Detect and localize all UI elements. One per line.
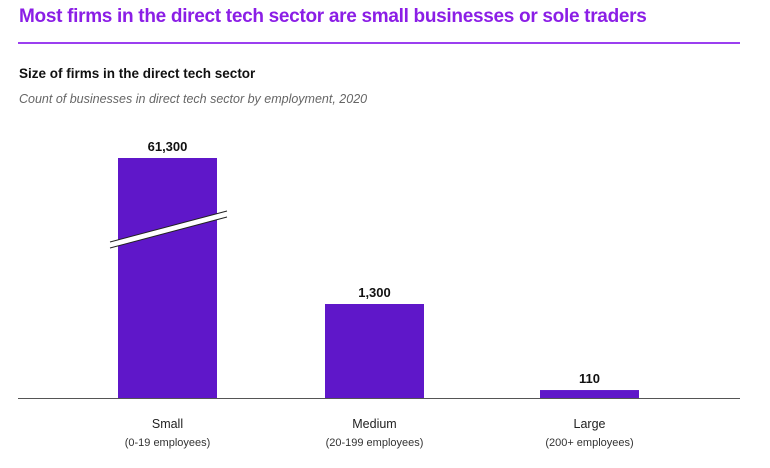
- title-divider: [18, 42, 740, 44]
- data-label: 61,300: [148, 139, 188, 154]
- x-tick-label: Medium: [352, 417, 396, 431]
- chart-title: Size of firms in the direct tech sector: [19, 66, 256, 81]
- x-tick-sublabel: (0-19 employees): [125, 437, 211, 449]
- x-tick-label: Small: [152, 417, 183, 431]
- data-label: 1,300: [358, 285, 391, 300]
- page-title: Most firms in the direct tech sector are…: [19, 6, 647, 27]
- chart-subtitle: Count of businesses in direct tech secto…: [19, 92, 368, 106]
- data-label: 110: [579, 371, 600, 386]
- bar-large: [540, 390, 639, 398]
- axis-break-line: [109, 210, 228, 243]
- x-tick-sublabel: (200+ employees): [545, 437, 633, 449]
- bar-medium: [325, 304, 424, 398]
- bar-small: [118, 158, 217, 398]
- x-tick-sublabel: (20-199 employees): [326, 437, 424, 449]
- axis-break-line: [109, 216, 228, 249]
- x-tick-label: Large: [574, 417, 606, 431]
- axis-break: [110, 211, 227, 248]
